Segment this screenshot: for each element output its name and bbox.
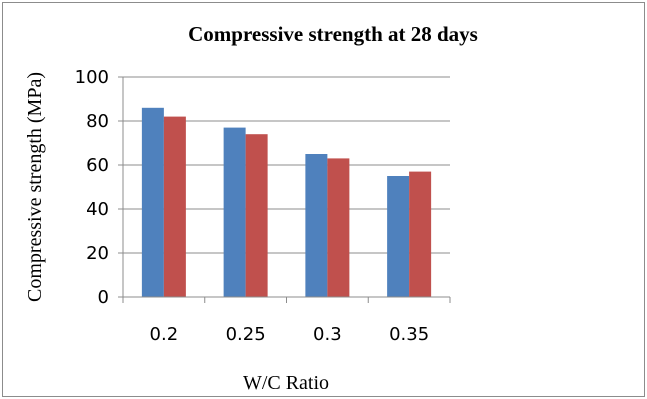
- y-axis-title: Compressive strength (MPa): [24, 72, 46, 302]
- y-tick-label: 100: [75, 67, 109, 88]
- y-tick-label: 80: [86, 111, 109, 132]
- x-tick-labels: 0.2 0.25 0.3 0.35: [150, 324, 430, 345]
- y-tick-labels: 0 20 40 60 80 100: [75, 67, 109, 308]
- y-tick-label: 0: [98, 287, 109, 308]
- bar-series1-0.2: [141, 107, 164, 297]
- bar-series1-0.35: [387, 176, 410, 297]
- y-tick-label: 60: [86, 155, 109, 176]
- x-tick-label: 0.3: [313, 324, 342, 345]
- x-tick-label: 0.35: [389, 324, 429, 345]
- bar-series2-0.2: [163, 116, 186, 297]
- bar-series1-0.3: [305, 154, 328, 297]
- x-tick-label: 0.2: [150, 324, 179, 345]
- x-tick-label: 0.25: [226, 324, 266, 345]
- bar-series2-0.25: [245, 134, 268, 297]
- bars: [141, 107, 432, 297]
- bar-series2-0.35: [409, 171, 432, 297]
- chart-title: Compressive strength at 28 days: [188, 22, 478, 46]
- bar-series2-0.3: [327, 158, 350, 297]
- y-tick-label: 40: [86, 199, 109, 220]
- axes: [122, 77, 451, 303]
- y-tick-label: 20: [86, 243, 109, 264]
- bar-series1-0.25: [223, 127, 246, 297]
- x-axis-title: W/C Ratio: [243, 372, 329, 394]
